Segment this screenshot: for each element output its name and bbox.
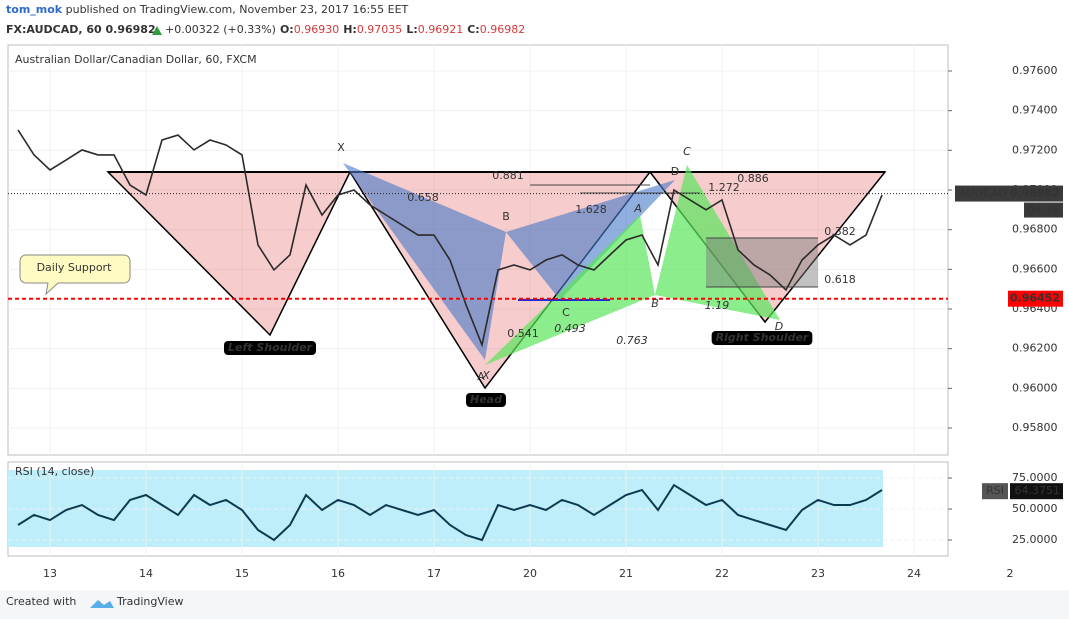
y-tick-label: 0.96800	[1012, 223, 1058, 236]
ohlc-value: 0.96982	[480, 23, 526, 36]
up-arrow	[152, 26, 162, 35]
header-line2: FX:AUDCAD, 60 0.96982	[6, 23, 156, 36]
countdown-box	[1024, 202, 1063, 218]
bcd	[655, 165, 780, 320]
pattern-annotation: A	[633, 202, 642, 215]
pattern-annotation: 0.541	[507, 327, 539, 340]
countdown: 04:36	[1027, 204, 1059, 217]
pattern-annotation: D	[775, 320, 783, 333]
harmonic-blue	[343, 163, 675, 360]
footer-brand: TradingView	[116, 595, 183, 608]
footer-created: Created with	[6, 595, 76, 608]
ohlc-value: 0.97035	[357, 23, 403, 36]
pattern-label-bg	[466, 393, 506, 407]
pattern-annotation: 0.382	[824, 225, 856, 238]
header-line1: tom_mok published on TradingView.com, No…	[6, 3, 409, 16]
callout-text: Daily Support	[37, 261, 113, 274]
pattern-label: Right Shoulder	[716, 331, 809, 344]
ohlc-label: H:	[343, 23, 357, 36]
support-price-box	[1008, 290, 1063, 307]
pattern-annotation: C	[562, 306, 570, 319]
panel-title: Australian Dollar/Canadian Dollar, 60, F…	[15, 53, 257, 66]
pattern-label-bg	[711, 331, 813, 345]
rsi-value-box	[1010, 483, 1063, 500]
rsi-name: RSI	[986, 484, 1004, 497]
rsi-value: 64.3751	[1015, 484, 1061, 497]
last-price-value: 0.96982	[1010, 187, 1060, 200]
x-tick-label: 21	[619, 567, 633, 580]
panel-title: RSI (14, close)	[15, 465, 94, 478]
y-tick-label: 0.97200	[1012, 143, 1058, 156]
pattern-annotation: X	[481, 369, 490, 382]
bcd	[506, 180, 675, 300]
series-line	[17, 483, 883, 542]
ohlc-label: L:	[406, 23, 417, 36]
pattern-label: Left Shoulder	[228, 341, 313, 354]
pattern-annotation: 0.493	[554, 322, 586, 335]
x-tick-label: 23	[811, 567, 825, 580]
bubble	[19, 254, 131, 296]
x-tick-label: 2	[1007, 567, 1014, 580]
pattern-annotation: B	[502, 210, 510, 223]
price: 0.96982	[106, 23, 156, 36]
support-price-value: 0.96452	[1010, 292, 1060, 305]
change: +0.00322 (+0.33%)	[165, 23, 276, 36]
pattern-annotation: 0.881	[492, 169, 524, 182]
x-tick-label: 15	[235, 567, 249, 580]
pattern-annotation: X	[337, 141, 345, 154]
x-tick-label: 14	[139, 567, 153, 580]
y-tick-label: 0.96000	[1012, 381, 1058, 394]
ohlc-label: O:	[280, 23, 294, 36]
y-tick-label: 25.0000	[1012, 533, 1058, 546]
header-quote: +0.00322 (+0.33%) O:0.96930 H:0.97035 L:0.9…	[165, 23, 525, 36]
x-tick-label: 22	[715, 567, 729, 580]
last-price-box	[955, 185, 1063, 202]
y-tick-label: 75.0000	[1012, 471, 1058, 484]
ohlc-value: 0.96930	[294, 23, 340, 36]
pattern-annotation: C	[683, 145, 691, 158]
y-tick-label: 0.97400	[1012, 104, 1058, 117]
pattern-annotation: 0.763	[616, 334, 648, 347]
pattern-label: Head	[470, 393, 502, 406]
pattern-annotation: A	[477, 370, 485, 383]
x-tick-label: 13	[43, 567, 57, 580]
pattern-annotation: D	[671, 165, 679, 178]
x-tick-label: 24	[907, 567, 921, 580]
pattern-annotation: 1.628	[575, 203, 607, 216]
pattern-annotation: 1.272	[708, 181, 740, 194]
ohlc-label: C:	[467, 23, 479, 36]
footer-bar	[0, 590, 1069, 619]
last-price-name: AUDCAD	[959, 187, 1007, 200]
x-tick-label: 17	[427, 567, 441, 580]
fib-box	[706, 238, 818, 287]
pattern-annotation: 0.886	[737, 172, 769, 185]
rsi-name-box	[982, 483, 1008, 500]
user: tom_mok	[6, 3, 63, 16]
pattern-annotation: 0.618	[824, 273, 856, 286]
ohlc-value: 0.96921	[418, 23, 464, 36]
x-tick-label: 16	[331, 567, 345, 580]
pattern-annotation: 0.658	[407, 191, 439, 204]
y-tick-label: 0.96200	[1012, 342, 1058, 355]
published: published on TradingView.com, November 2…	[66, 3, 409, 16]
y-tick-label: 0.95800	[1012, 421, 1058, 434]
pattern-annotation: 1.19	[705, 299, 730, 312]
y-tick-label: 50.0000	[1012, 502, 1058, 515]
xab	[343, 163, 506, 360]
pattern-label-bg	[223, 341, 317, 355]
series-line	[17, 129, 883, 348]
symbol: FX:AUDCAD, 60	[6, 23, 102, 36]
y-tick-label: 0.97600	[1012, 64, 1058, 77]
x-tick-label: 20	[523, 567, 537, 580]
pattern-annotation: B	[651, 297, 659, 310]
y-tick-label: 0.96600	[1012, 262, 1058, 275]
logo	[90, 600, 114, 608]
